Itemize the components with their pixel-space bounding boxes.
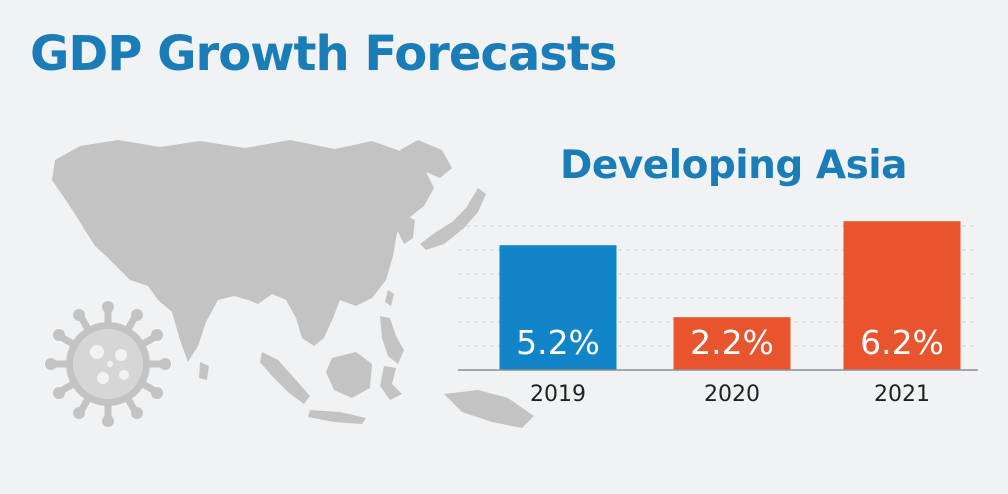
- kamchatka: [400, 140, 452, 178]
- chart-title: Developing Asia: [560, 143, 908, 188]
- bar-2020: [673, 317, 791, 370]
- new-guinea: [444, 390, 534, 428]
- virus-icon: [45, 301, 171, 427]
- taiwan: [385, 290, 394, 306]
- bar-2021: [843, 221, 961, 370]
- sulawesi: [380, 366, 402, 400]
- philippines: [380, 316, 404, 364]
- data-label: 2.2%: [690, 323, 774, 362]
- korea-peninsula: [398, 215, 415, 244]
- asia-mainland: [52, 140, 434, 362]
- japan-islands: [420, 188, 486, 250]
- java: [308, 410, 366, 424]
- page-title: GDP Growth Forecasts: [30, 26, 617, 82]
- x-tick-label: 2020: [704, 382, 760, 407]
- x-tick-label: 2019: [530, 382, 586, 407]
- data-label: 5.2%: [516, 323, 600, 362]
- sumatra: [260, 352, 310, 404]
- bar-2019: [499, 245, 617, 370]
- data-label: 6.2%: [860, 323, 944, 362]
- x-tick-label: 2021: [874, 382, 930, 407]
- borneo: [326, 352, 372, 398]
- sri-lanka: [199, 362, 209, 380]
